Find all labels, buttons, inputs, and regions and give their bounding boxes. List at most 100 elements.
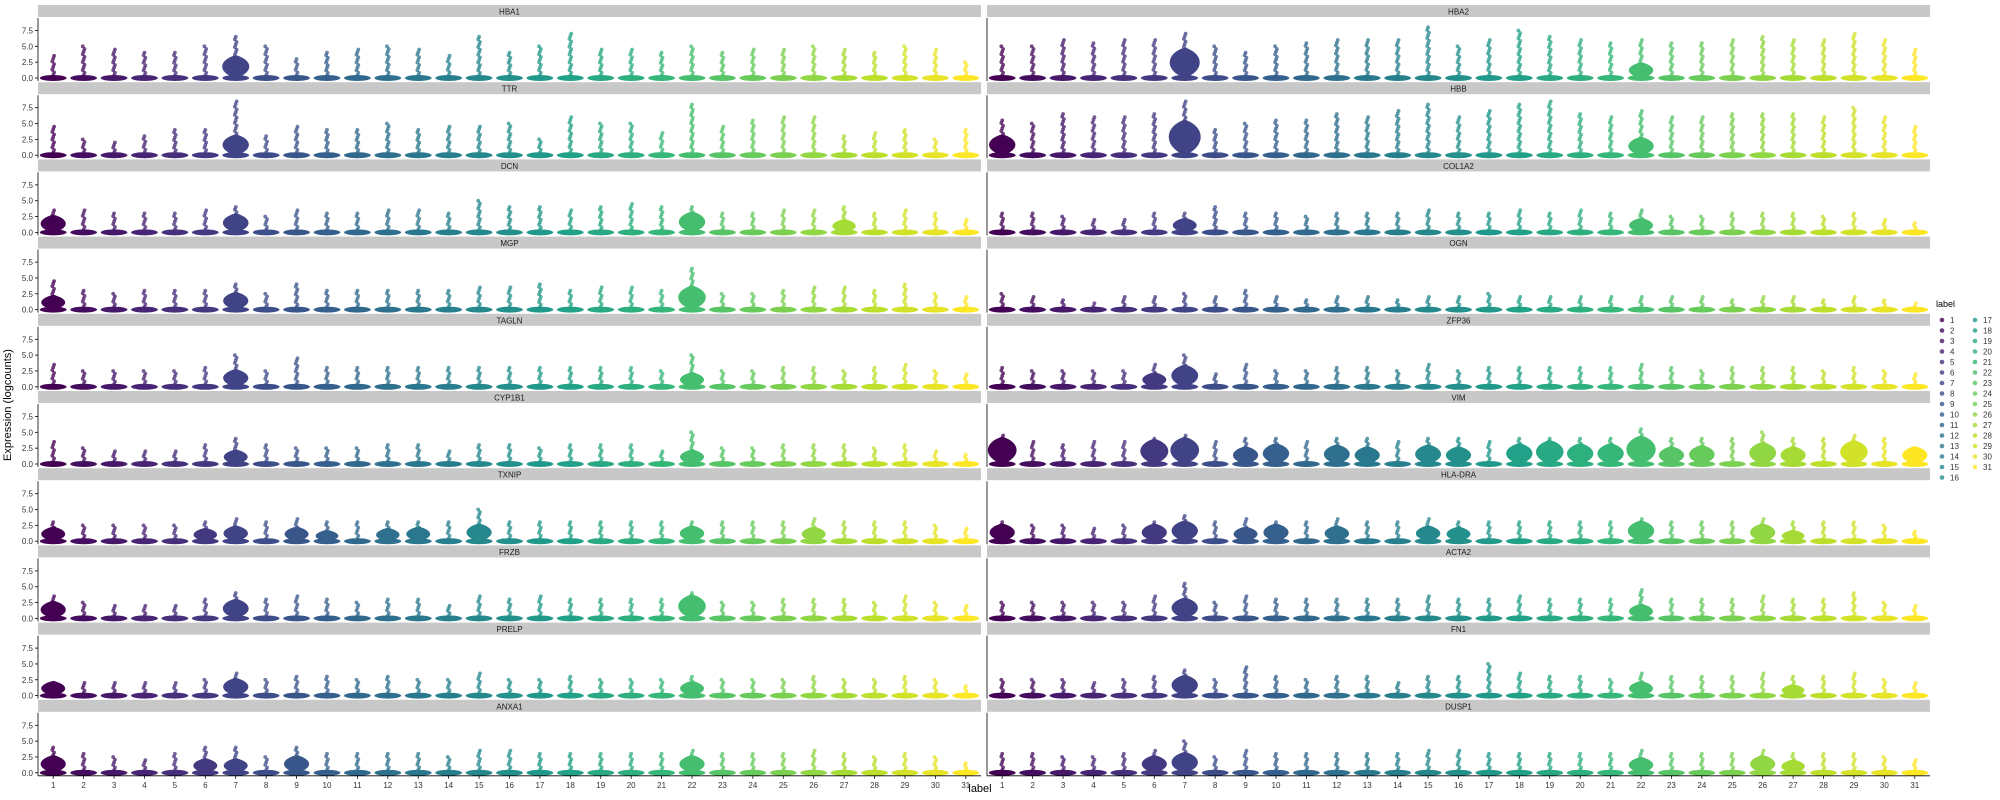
point-column-4 [141, 134, 148, 158]
violin-base [100, 75, 128, 81]
violin-base [100, 152, 128, 159]
data-point [1366, 38, 1371, 42]
data-point [417, 224, 422, 229]
data-point [690, 102, 694, 107]
violin-base [739, 461, 767, 467]
data-point [1427, 123, 1431, 128]
violin-base [1110, 152, 1138, 159]
point-column-27 [1790, 112, 1796, 158]
data-point [1883, 115, 1888, 120]
data-point [1821, 436, 1826, 441]
data-point [1243, 211, 1248, 216]
data-point [417, 208, 422, 213]
data-point [720, 211, 725, 216]
data-point [903, 362, 908, 367]
data-point [1579, 38, 1583, 42]
data-point [325, 365, 329, 370]
data-point [1517, 102, 1522, 107]
violin-base [1870, 383, 1898, 390]
data-point [569, 294, 574, 298]
data-point [1366, 54, 1371, 59]
point-column-23 [1668, 115, 1675, 158]
data-point [750, 211, 755, 216]
data-point [690, 205, 694, 209]
data-point [1487, 70, 1492, 75]
point-column-11 [1303, 118, 1310, 158]
data-point [293, 446, 298, 451]
data-point [143, 225, 148, 229]
data-point [1670, 46, 1675, 51]
data-point [751, 123, 756, 128]
data-point [447, 225, 452, 229]
violin-base [1840, 75, 1868, 81]
point-column-26 [1759, 112, 1766, 158]
data-point [1455, 44, 1460, 49]
data-point [1365, 436, 1370, 441]
violin-body [223, 368, 249, 387]
violin-base [1445, 229, 1472, 236]
data-point [1640, 38, 1644, 42]
data-point [356, 47, 361, 52]
violin-base [1475, 75, 1503, 81]
violin-base [1688, 75, 1716, 81]
point-column-15 [1425, 102, 1431, 158]
y-tick-label: 7.5 [22, 335, 34, 344]
data-point [1152, 112, 1157, 116]
data-point [1822, 38, 1827, 42]
data-point [1214, 295, 1218, 299]
data-point [294, 57, 299, 61]
point-column-23 [1668, 41, 1675, 80]
violin-base [1627, 306, 1655, 313]
point-column-19 [1546, 99, 1553, 158]
data-point [507, 443, 512, 447]
violin-base [252, 306, 280, 313]
point-column-21 [1607, 41, 1614, 80]
violin-base [1353, 306, 1381, 313]
violin-body [1169, 47, 1200, 78]
data-point [142, 211, 147, 216]
data-point [932, 137, 937, 142]
violin-base [161, 383, 189, 390]
data-point [1457, 131, 1462, 136]
data-point [1335, 54, 1340, 59]
violin-base [435, 383, 463, 390]
point-column-9 [1242, 50, 1249, 80]
violin-body [1232, 446, 1259, 464]
violin-base [1810, 383, 1837, 390]
data-point [1609, 295, 1614, 299]
data-point [719, 291, 724, 296]
data-point [234, 107, 239, 112]
data-point [52, 439, 57, 444]
data-point [691, 139, 695, 144]
violin-base [1840, 383, 1868, 390]
facet-strip-label: TTR [502, 85, 518, 94]
violin-base [1475, 306, 1503, 313]
data-point [630, 202, 634, 206]
data-point [1608, 211, 1613, 216]
facet-strip-label: ZFP36 [1446, 316, 1471, 325]
data-point [1760, 365, 1765, 370]
data-point [1242, 121, 1247, 126]
data-point [1730, 436, 1735, 441]
violin-base [1445, 152, 1472, 159]
data-point [1121, 523, 1125, 528]
data-point [1122, 70, 1127, 75]
violin-base [131, 461, 158, 467]
facet-strip-label: CYP1B1 [494, 394, 525, 403]
facet-strip-label: HBA1 [499, 8, 520, 17]
violin-base [1749, 152, 1777, 159]
data-point [843, 47, 847, 52]
data-point [1183, 115, 1188, 120]
data-point [750, 520, 755, 525]
data-point [1518, 131, 1523, 136]
violin-base [404, 383, 432, 390]
data-point [1396, 46, 1401, 51]
point-column-19 [597, 121, 604, 158]
violin-base [191, 75, 219, 81]
point-column-28 [1820, 38, 1827, 80]
data-point [1487, 439, 1492, 444]
data-point [1212, 44, 1217, 49]
data-point [1731, 216, 1736, 221]
data-point [52, 70, 57, 75]
data-point [1092, 526, 1097, 531]
